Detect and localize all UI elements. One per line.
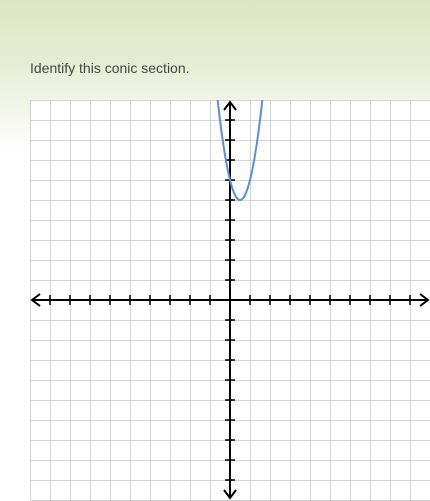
y-axis-arrow-down bbox=[223, 489, 237, 500]
x-axis-arrow-right bbox=[419, 293, 430, 307]
question-prompt: Identify this conic section. bbox=[30, 60, 190, 76]
parabola-curve bbox=[216, 100, 264, 202]
x-axis-arrow-left bbox=[30, 293, 41, 307]
y-axis-arrow-up bbox=[223, 100, 237, 111]
